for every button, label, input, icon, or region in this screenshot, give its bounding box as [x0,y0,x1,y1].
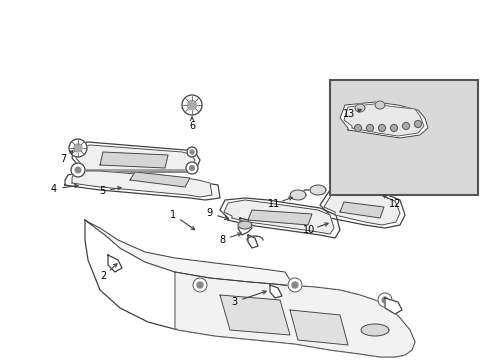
Text: 6: 6 [188,121,195,131]
Polygon shape [269,285,282,298]
Text: 13: 13 [343,109,355,119]
Text: 3: 3 [231,297,237,307]
Polygon shape [72,142,200,172]
Polygon shape [130,172,190,187]
Circle shape [75,167,81,173]
Polygon shape [247,210,311,225]
Text: 4: 4 [51,184,57,194]
Polygon shape [238,221,251,229]
Circle shape [71,163,85,177]
Circle shape [190,150,194,154]
Polygon shape [175,272,414,357]
Polygon shape [100,152,168,168]
Polygon shape [224,200,333,234]
Circle shape [193,278,206,292]
Circle shape [291,282,297,288]
Polygon shape [76,145,195,170]
Circle shape [378,125,385,131]
Circle shape [186,147,197,157]
Polygon shape [324,191,399,225]
Polygon shape [343,104,423,136]
Polygon shape [72,171,212,197]
Text: 1: 1 [170,210,176,220]
Text: 9: 9 [206,208,212,218]
Text: 10: 10 [303,225,315,235]
FancyBboxPatch shape [329,80,477,195]
Polygon shape [354,104,364,112]
Polygon shape [319,188,404,228]
Circle shape [377,293,391,307]
Text: 11: 11 [268,199,280,209]
Text: 12: 12 [387,199,400,209]
Polygon shape [360,324,388,336]
Circle shape [185,162,198,174]
Polygon shape [374,101,384,109]
Circle shape [381,297,387,303]
Circle shape [390,125,397,131]
Circle shape [414,121,421,127]
Text: 2: 2 [100,271,106,281]
Polygon shape [384,298,401,314]
Text: 7: 7 [60,154,66,164]
Polygon shape [289,310,347,345]
Polygon shape [339,102,427,138]
Circle shape [74,144,82,152]
Polygon shape [339,202,383,218]
Polygon shape [85,220,294,288]
Circle shape [187,100,196,109]
Circle shape [189,166,194,170]
Polygon shape [220,198,339,238]
Circle shape [69,139,87,157]
Text: 5: 5 [99,186,105,196]
Circle shape [366,125,373,131]
Polygon shape [65,172,220,200]
Circle shape [354,125,361,131]
Polygon shape [309,185,325,195]
Polygon shape [289,190,305,200]
Circle shape [197,282,203,288]
Polygon shape [85,220,414,357]
Circle shape [287,278,302,292]
Circle shape [402,122,408,130]
Polygon shape [108,255,122,272]
Polygon shape [220,295,289,335]
Circle shape [182,95,202,115]
Text: 8: 8 [219,235,225,245]
